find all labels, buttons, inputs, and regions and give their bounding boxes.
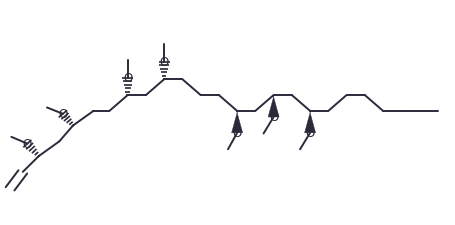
Text: O: O xyxy=(123,72,132,85)
Text: O: O xyxy=(58,108,67,121)
Text: O: O xyxy=(232,127,241,140)
Text: O: O xyxy=(268,111,278,124)
Polygon shape xyxy=(231,111,242,133)
Text: O: O xyxy=(23,137,32,151)
Text: O: O xyxy=(159,56,168,69)
Text: O: O xyxy=(305,127,314,140)
Polygon shape xyxy=(304,111,315,133)
Polygon shape xyxy=(268,96,278,117)
